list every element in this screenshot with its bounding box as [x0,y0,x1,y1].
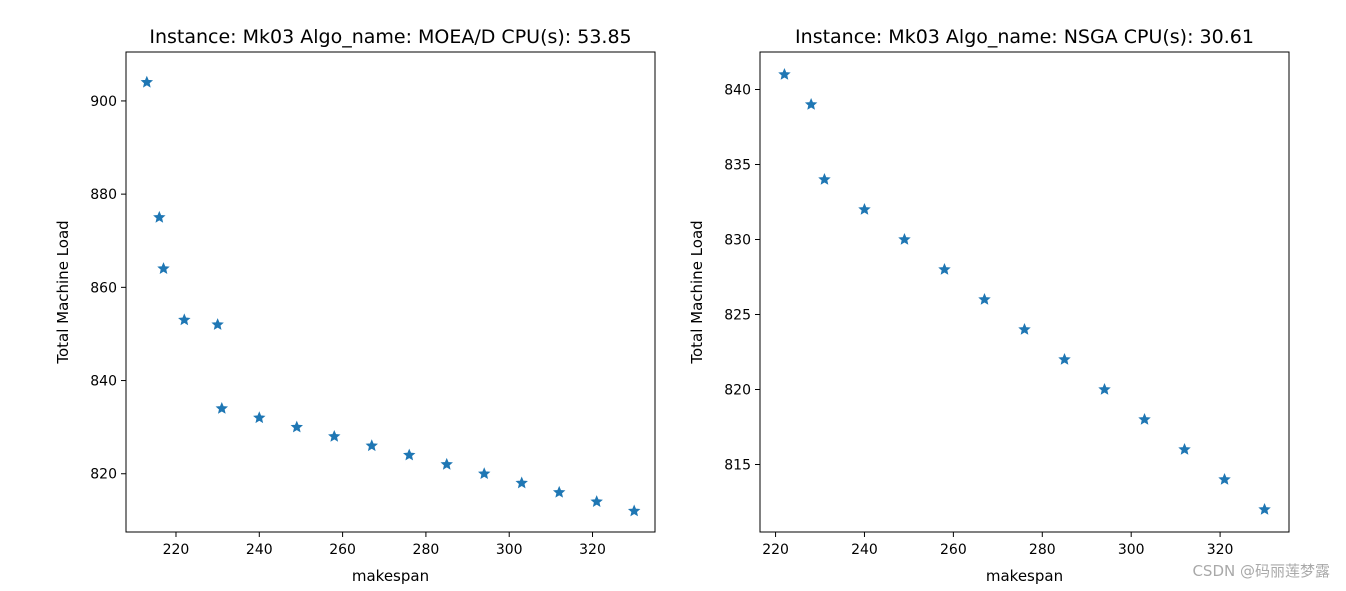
data-point [1178,442,1191,455]
x-tick-label: 240 [851,542,878,558]
data-point [1218,472,1231,485]
data-point [365,439,378,452]
y-tick-label: 840 [90,374,117,390]
data-point [290,420,303,433]
x-axis-label: makespan [352,567,429,585]
data-point [898,232,911,245]
data-point [215,401,229,414]
data-point [552,485,566,498]
x-tick-label: 320 [579,542,606,558]
x-tick-label: 320 [1207,542,1234,558]
data-point [478,467,491,480]
x-axis-label: makespan [986,567,1063,585]
plot-frame [125,51,656,533]
data-point [328,429,341,442]
data-point [1138,412,1151,425]
data-point [515,476,528,489]
plot-frame [759,51,1290,533]
data-point [157,262,170,274]
data-point [978,292,991,305]
data-point [1058,352,1071,365]
x-tick-label: 240 [246,542,273,558]
chart-title: Instance: Mk03 Algo_name: NSGA CPU(s): 3… [795,26,1254,48]
data-point [804,97,818,110]
x-tick-label: 280 [1029,542,1056,558]
chart-title: Instance: Mk03 Algo_name: MOEA/D CPU(s):… [149,26,631,48]
x-tick-label: 300 [496,542,523,558]
chart-2: Instance: Mk03 Algo_name: NSGA CPU(s): 3… [688,26,1290,585]
y-tick-label: 840 [724,83,751,99]
y-axis-label: Total Machine Load [688,220,706,364]
y-tick-label: 830 [724,233,751,249]
data-point [778,67,791,80]
data-point [211,318,224,330]
y-tick-label: 900 [90,94,117,110]
data-point [140,75,154,88]
data-point [153,210,166,223]
data-point [818,172,831,185]
x-tick-label: 280 [413,542,440,558]
data-point [858,202,871,215]
data-point [938,262,951,275]
x-tick-label: 220 [163,542,190,558]
data-point [1258,502,1271,515]
x-tick-label: 260 [329,542,356,558]
data-point [253,411,266,424]
x-tick-label: 300 [1118,542,1145,558]
y-tick-label: 820 [724,383,751,399]
data-point [627,504,641,517]
y-tick-label: 825 [724,308,751,324]
chart-1: Instance: Mk03 Algo_name: MOEA/D CPU(s):… [54,26,656,585]
y-axis-label: Total Machine Load [54,220,72,364]
x-tick-label: 220 [762,542,789,558]
y-tick-label: 860 [90,280,117,296]
x-tick-label: 260 [940,542,967,558]
y-tick-label: 815 [724,458,751,474]
data-point [590,495,603,507]
y-tick-label: 880 [90,187,117,203]
data-point [403,448,416,461]
y-tick-label: 835 [724,158,751,174]
watermark: CSDN @码丽莲梦露 [1192,562,1330,580]
data-point [178,313,191,326]
data-point [440,457,453,470]
y-tick-label: 820 [90,467,117,483]
data-point [1098,382,1111,395]
data-point [1018,322,1031,335]
